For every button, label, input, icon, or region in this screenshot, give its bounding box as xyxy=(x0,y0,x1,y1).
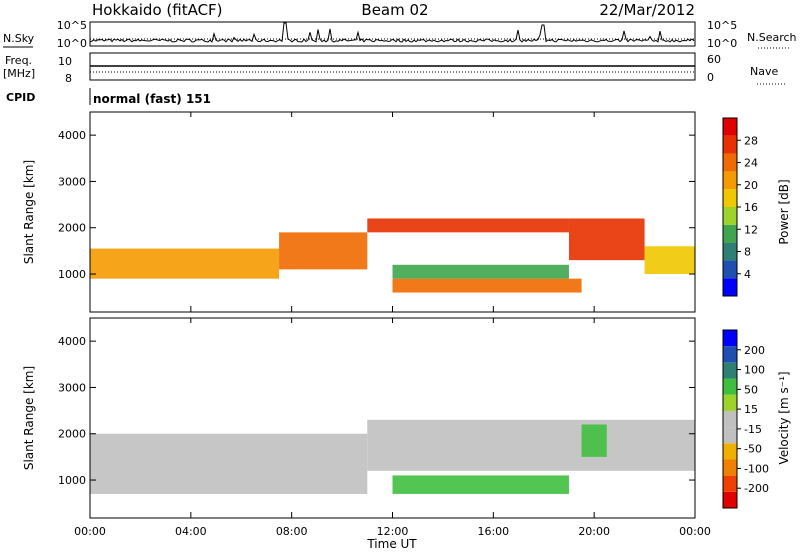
power-band xyxy=(568,218,645,261)
ytick-label: 3000 xyxy=(58,381,86,394)
colorbar-frame xyxy=(722,329,738,509)
colorbar-cell xyxy=(723,459,737,476)
velocity-band xyxy=(367,419,695,471)
colorbar-tick-label: 100 xyxy=(744,364,765,377)
velocity-ylabel: Slant Range [km] xyxy=(22,366,36,470)
power-colorbar: 4 8 12 16 20 24 28 xyxy=(722,117,758,297)
colorbar-cell xyxy=(723,189,737,207)
velocity-band xyxy=(90,433,368,494)
colorbar-cell xyxy=(723,260,737,279)
colorbar-tick-label: 200 xyxy=(744,344,765,357)
colorbar-tick-label: -50 xyxy=(744,443,762,456)
time-xlabel: Time UT xyxy=(366,537,417,551)
nsky-label: N.Sky xyxy=(3,32,35,45)
colorbar-cell xyxy=(723,207,737,225)
power-band xyxy=(644,246,695,275)
colorbar-cell xyxy=(723,491,737,508)
colorbar-tick-label: 4 xyxy=(744,268,751,281)
nave-tick-low: 0 xyxy=(707,71,714,84)
colorbar-cell xyxy=(723,118,737,136)
colorbar-cell xyxy=(723,394,737,411)
colorbar-cell xyxy=(723,346,737,363)
ytick-label: 4000 xyxy=(58,129,86,142)
colorbar-cell xyxy=(723,171,737,190)
xtick-label: 08:00 xyxy=(276,525,308,538)
power-panel: 1000 2000 3000 4000 Slant Range [km] xyxy=(22,111,696,313)
freq-tick-high: 10 xyxy=(58,55,72,68)
power-colorbar-label: Power [dB] xyxy=(777,179,791,244)
xtick-label: 04:00 xyxy=(175,525,207,538)
nsearch-tick-low: 10^0 xyxy=(707,37,737,50)
power-band xyxy=(392,278,582,293)
power-band xyxy=(279,232,368,270)
power-band xyxy=(392,264,569,279)
ytick-label: 2000 xyxy=(58,222,86,235)
colorbar-cell xyxy=(723,475,737,492)
velocity-band xyxy=(392,475,569,494)
colorbar-cell xyxy=(723,224,737,243)
colorbar-cell xyxy=(723,378,737,395)
colorbar-tick-label: 12 xyxy=(744,223,758,236)
colorbar-tick-label: 8 xyxy=(744,246,751,259)
xtick-label: 00:00 xyxy=(679,525,711,538)
ytick-label: 2000 xyxy=(58,428,86,441)
power-band xyxy=(90,248,280,279)
colorbar-cell xyxy=(723,410,737,428)
colorbar-tick-label: 16 xyxy=(744,201,758,214)
nave-label: Nave xyxy=(750,65,778,78)
ytick-label: 1000 xyxy=(58,268,86,281)
xtick-label: 00:00 xyxy=(74,525,106,538)
colorbar-cell xyxy=(723,427,737,444)
velocity-xticks: 00:00 04:00 08:00 12:00 16:00 20:00 00:00 xyxy=(74,112,711,538)
xtick-label: 12:00 xyxy=(377,525,409,538)
colorbar-tick-label: 28 xyxy=(744,134,758,147)
velocity-band xyxy=(581,424,607,457)
colorbar-cell xyxy=(723,330,737,347)
power-band xyxy=(367,218,569,233)
velocity-yticks: 1000 2000 3000 4000 xyxy=(58,335,695,487)
nsearch-label: N.Search xyxy=(747,31,797,44)
nsky-trace xyxy=(89,22,695,44)
cpid-text: normal (fast) 151 xyxy=(93,92,211,106)
power-yticks: 1000 2000 3000 4000 xyxy=(58,129,695,281)
beam-title: Beam 02 xyxy=(361,1,428,19)
colorbar-tick-label: 24 xyxy=(744,157,758,170)
colorbar-cell xyxy=(723,362,737,379)
ytick-label: 3000 xyxy=(58,175,86,188)
colorbar-tick-label: -15 xyxy=(744,423,762,436)
ytick-label: 1000 xyxy=(58,474,86,487)
nsky-strip-frame xyxy=(89,21,696,47)
velocity-colorbar-label: Velocity [m s⁻¹] xyxy=(777,371,791,464)
power-data xyxy=(90,218,695,293)
xtick-label: 16:00 xyxy=(477,525,509,538)
nsky-tick-high: 10^5 xyxy=(57,19,87,32)
ytick-label: 4000 xyxy=(58,335,86,348)
cpid-label: CPID xyxy=(6,91,35,104)
nsky-tick-low: 10^0 xyxy=(57,37,87,50)
date-title: 22/Mar/2012 xyxy=(599,1,695,19)
colorbar-tick-label: 20 xyxy=(744,179,758,192)
colorbar-cell xyxy=(723,153,737,172)
velocity-panel: 1000 2000 3000 4000 00:00 04:00 08:00 12:00 16:… xyxy=(22,112,711,551)
colorbar-tick-label: -100 xyxy=(744,462,769,475)
colorbar-tick-label: 50 xyxy=(744,383,758,396)
colorbar-cell xyxy=(723,278,737,296)
power-ylabel: Slant Range [km] xyxy=(22,160,36,264)
nsearch-tick-high: 10^5 xyxy=(707,19,737,32)
velocity-data xyxy=(90,419,695,494)
freq-label-1: Freq. xyxy=(5,54,32,67)
colorbar-cell xyxy=(723,242,737,261)
velocity-colorbar: -200 -100 -50 -15 15 50 100 200 xyxy=(722,329,769,509)
colorbar-tick-label: 15 xyxy=(744,403,758,416)
nsky-line xyxy=(89,22,695,44)
freq-tick-low: 8 xyxy=(65,72,72,85)
nave-tick-high: 60 xyxy=(707,53,721,66)
colorbar-cell xyxy=(723,443,737,460)
freq-label-2: [MHz] xyxy=(3,67,35,80)
colorbar-tick-label: -200 xyxy=(744,482,769,495)
colorbar-cell xyxy=(723,135,737,154)
station-title: Hokkaido (fitACF) xyxy=(92,1,223,19)
xtick-label: 20:00 xyxy=(578,525,610,538)
